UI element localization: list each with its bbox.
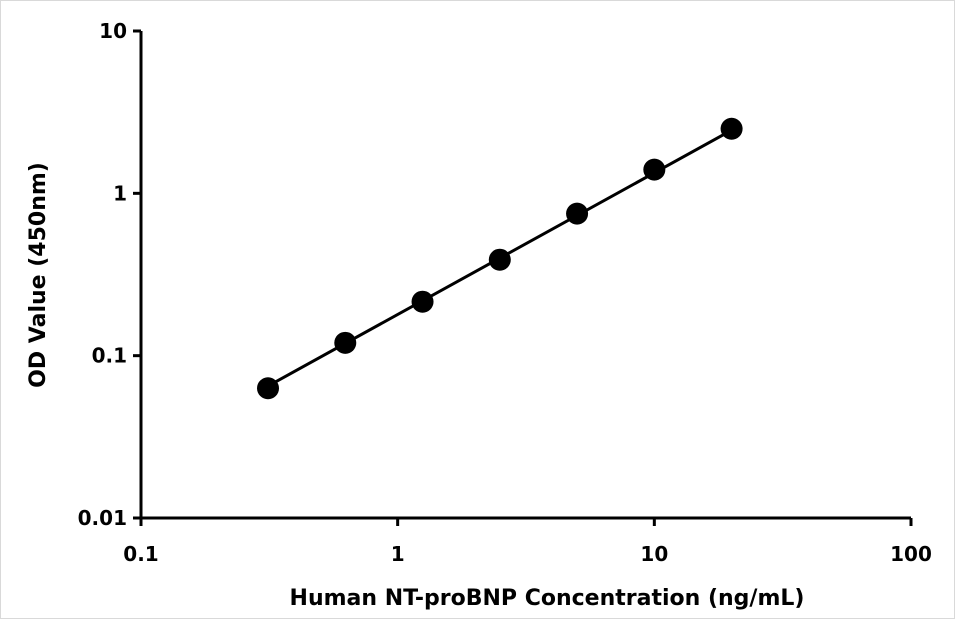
x-tick-label: 10	[640, 542, 668, 566]
x-tick-label: 0.1	[123, 542, 158, 566]
data-point	[720, 117, 743, 140]
x-axis-title: Human NT-proBNP Concentration (ng/mL)	[290, 586, 805, 611]
data-point	[411, 290, 434, 313]
data-points	[257, 117, 743, 400]
x-tick-label: 1	[391, 542, 405, 566]
y-tick-label: 1	[113, 181, 127, 205]
tick-labels: 0.1 1 10 100 0.01 0.1 1 10	[78, 19, 932, 566]
y-tick-label: 0.01	[78, 506, 127, 530]
x-tick-label: 100	[890, 542, 932, 566]
data-point	[566, 202, 589, 225]
data-point	[488, 248, 511, 271]
y-tick-label: 0.1	[92, 344, 127, 368]
data-point	[334, 331, 357, 354]
data-point	[257, 377, 280, 400]
data-point	[643, 158, 666, 181]
y-tick-label: 10	[99, 19, 127, 43]
y-axis-title: OD Value (450nm)	[26, 162, 51, 388]
axes	[133, 29, 913, 526]
